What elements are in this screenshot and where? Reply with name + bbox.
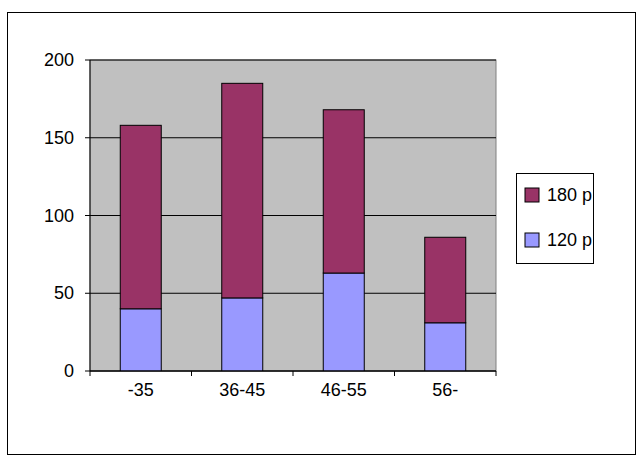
y-tick-label: 0 [64, 361, 74, 381]
chart-frame [8, 13, 636, 455]
bar-segment [323, 110, 364, 273]
y-tick [85, 215, 90, 216]
legend-swatch [525, 233, 539, 247]
y-tick-label: 200 [44, 50, 74, 70]
y-tick-label: 150 [44, 128, 74, 148]
plot-area [90, 60, 496, 371]
y-tick [85, 293, 90, 294]
bar-segment [120, 309, 161, 371]
y-axis [90, 60, 91, 371]
bar-segment [120, 125, 161, 308]
bar-segment [425, 323, 466, 371]
y-tick-label: 50 [54, 283, 74, 303]
x-tick [191, 371, 192, 376]
legend-box [517, 174, 594, 264]
x-tick-label: 46-55 [321, 380, 367, 400]
chart-svg: 0 50 100 150 200 -35 36-45 46-55 56- 180 p 120 p [0, 0, 641, 462]
x-tick [90, 371, 91, 376]
x-tick [394, 371, 395, 376]
x-tick-label: 36-45 [219, 380, 265, 400]
legend-label: 120 p [547, 230, 592, 250]
x-tick-label: -35 [128, 380, 154, 400]
bar-segment [425, 237, 466, 323]
bar-segment [222, 298, 263, 371]
y-tick [85, 60, 90, 61]
chart-container: 0 50 100 150 200 -35 36-45 46-55 56- 180 p 120 p [0, 0, 641, 462]
y-tick-label: 100 [44, 206, 74, 226]
x-tick-label: 56- [432, 380, 458, 400]
legend-swatch [525, 188, 539, 202]
bars [120, 83, 466, 371]
y-tick [85, 371, 90, 372]
bar-segment [222, 83, 263, 298]
grid-line [90, 60, 496, 61]
x-tick [293, 371, 294, 376]
y-tick [85, 137, 90, 138]
legend-label: 180 p [547, 185, 592, 205]
bar-segment [323, 273, 364, 371]
x-tick [496, 371, 497, 376]
